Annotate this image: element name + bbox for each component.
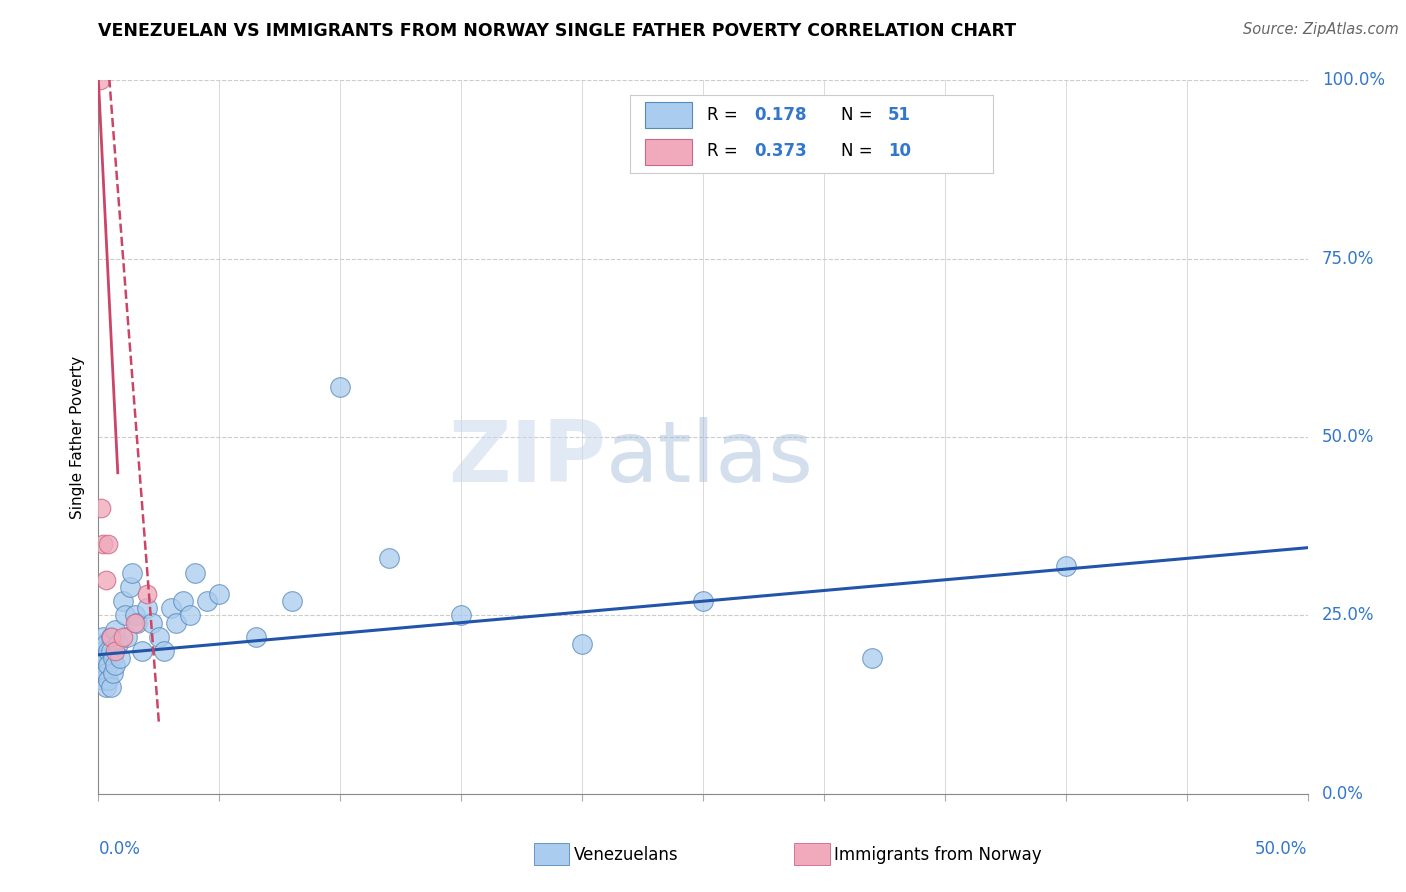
- Point: [860, 651, 883, 665]
- Point: [172, 594, 194, 608]
- Point: [111, 594, 134, 608]
- Point: [160, 601, 183, 615]
- Text: N =: N =: [841, 142, 877, 160]
- Text: Venezuelans: Venezuelans: [574, 846, 678, 863]
- Text: 0.0%: 0.0%: [98, 840, 141, 858]
- Point: [184, 566, 207, 580]
- Point: [135, 601, 157, 615]
- Point: [208, 587, 231, 601]
- Text: 25.0%: 25.0%: [1322, 607, 1375, 624]
- Point: [152, 644, 174, 658]
- Point: [97, 658, 120, 673]
- Point: [121, 566, 143, 580]
- Point: [104, 644, 127, 658]
- Point: [100, 644, 122, 658]
- Text: 0.178: 0.178: [754, 105, 806, 124]
- Text: VENEZUELAN VS IMMIGRANTS FROM NORWAY SINGLE FATHER POVERTY CORRELATION CHART: VENEZUELAN VS IMMIGRANTS FROM NORWAY SIN…: [98, 22, 1017, 40]
- Point: [101, 665, 124, 680]
- Point: [90, 658, 112, 673]
- Text: ZIP: ZIP: [449, 417, 606, 500]
- Point: [148, 630, 170, 644]
- Text: 0.0%: 0.0%: [1322, 785, 1364, 803]
- Point: [104, 623, 127, 637]
- Point: [165, 615, 187, 630]
- Point: [571, 637, 593, 651]
- Point: [94, 651, 117, 665]
- Point: [94, 573, 117, 587]
- Point: [124, 615, 146, 630]
- Point: [91, 658, 114, 673]
- Text: 75.0%: 75.0%: [1322, 250, 1375, 268]
- Text: 51: 51: [889, 105, 911, 124]
- Point: [91, 537, 114, 551]
- Text: R =: R =: [707, 105, 742, 124]
- Text: N =: N =: [841, 105, 877, 124]
- Y-axis label: Single Father Poverty: Single Father Poverty: [70, 356, 86, 518]
- Point: [91, 644, 114, 658]
- Text: 50.0%: 50.0%: [1322, 428, 1375, 446]
- Point: [90, 637, 112, 651]
- Point: [100, 630, 122, 644]
- Point: [97, 644, 120, 658]
- Point: [100, 630, 122, 644]
- Point: [281, 594, 304, 608]
- Point: [91, 673, 114, 687]
- Point: [100, 680, 122, 694]
- Point: [104, 658, 127, 673]
- Point: [118, 580, 141, 594]
- Point: [127, 615, 149, 630]
- Point: [90, 651, 112, 665]
- Text: Source: ZipAtlas.com: Source: ZipAtlas.com: [1243, 22, 1399, 37]
- Point: [94, 637, 117, 651]
- Point: [101, 651, 124, 665]
- Point: [245, 630, 267, 644]
- Point: [692, 594, 714, 608]
- Point: [124, 608, 146, 623]
- Point: [90, 501, 112, 516]
- Point: [450, 608, 472, 623]
- Text: R =: R =: [707, 142, 742, 160]
- Bar: [645, 138, 692, 165]
- Point: [135, 587, 157, 601]
- Point: [107, 637, 129, 651]
- Point: [91, 630, 114, 644]
- Text: 0.373: 0.373: [754, 142, 807, 160]
- Point: [1054, 558, 1077, 573]
- Point: [94, 665, 117, 680]
- Text: 10: 10: [889, 142, 911, 160]
- Text: 100.0%: 100.0%: [1322, 71, 1385, 89]
- Point: [111, 630, 134, 644]
- Point: [97, 537, 120, 551]
- Point: [114, 608, 136, 623]
- Text: 50.0%: 50.0%: [1256, 840, 1308, 858]
- Point: [141, 615, 163, 630]
- Point: [195, 594, 218, 608]
- Point: [329, 380, 352, 394]
- Point: [89, 73, 111, 87]
- Point: [97, 673, 120, 687]
- Point: [377, 551, 399, 566]
- Text: atlas: atlas: [606, 417, 814, 500]
- Point: [117, 630, 139, 644]
- Point: [94, 680, 117, 694]
- Point: [131, 644, 153, 658]
- Point: [108, 651, 131, 665]
- Point: [179, 608, 201, 623]
- Text: Immigrants from Norway: Immigrants from Norway: [834, 846, 1042, 863]
- Bar: [645, 102, 692, 128]
